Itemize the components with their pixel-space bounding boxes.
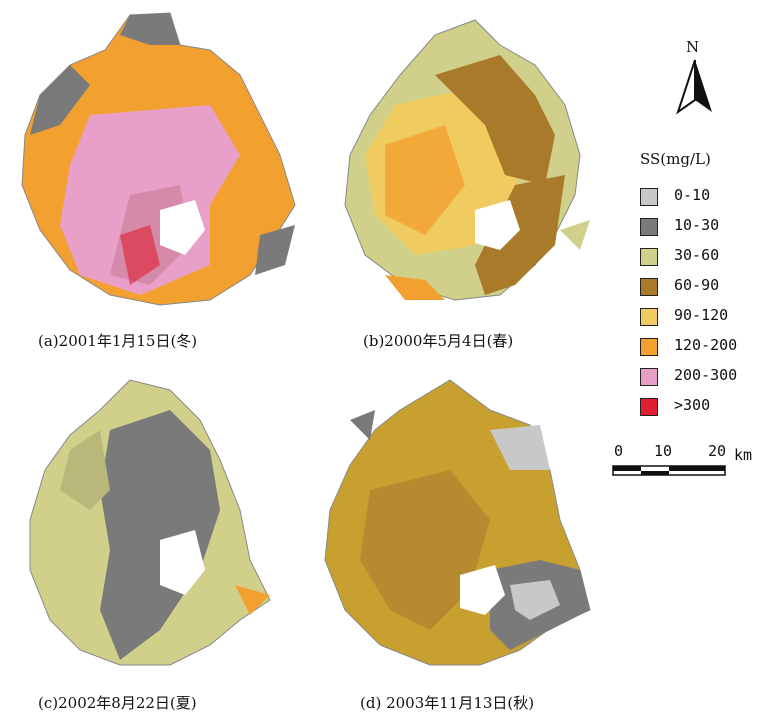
scale-bar: 0 10 20 km bbox=[612, 442, 762, 482]
panel-caption: (a)2001年1月15日(冬) bbox=[38, 332, 198, 350]
legend-item: 60-90 bbox=[640, 276, 770, 298]
lake-map-d bbox=[324, 379, 591, 666]
legend-item: 10-30 bbox=[640, 216, 770, 238]
scale-tick-20: 20 bbox=[708, 442, 727, 460]
panel-caption: (d) 2003年11月13日(秋) bbox=[360, 694, 535, 712]
legend-swatch bbox=[640, 218, 658, 236]
legend-swatch bbox=[640, 338, 658, 356]
legend-swatch bbox=[640, 398, 658, 416]
legend-label: 200-300 bbox=[674, 366, 738, 384]
legend-label: >300 bbox=[674, 396, 711, 414]
north-label: N bbox=[686, 38, 700, 56]
legend-item: 30-60 bbox=[640, 246, 770, 268]
legend-label: 30-60 bbox=[674, 246, 720, 264]
legend-item: 0-10 bbox=[640, 186, 770, 208]
legend-label: 60-90 bbox=[674, 276, 720, 294]
map-panel-c: (c)2002年8月22日(夏) bbox=[10, 370, 310, 712]
legend-item: 90-120 bbox=[640, 306, 770, 328]
map-panel-a: (a)2001年1月15日(冬) bbox=[10, 5, 310, 350]
legend-item: >300 bbox=[640, 396, 770, 418]
legend-swatch bbox=[640, 308, 658, 326]
legend-label: 90-120 bbox=[674, 306, 729, 324]
lake-map-c bbox=[29, 379, 271, 666]
legend-label: 10-30 bbox=[674, 216, 720, 234]
panel-caption: (b)2000年5月4日(春) bbox=[363, 332, 514, 350]
map-panel-d: (d) 2003年11月13日(秋) bbox=[310, 370, 610, 712]
legend-swatch bbox=[640, 368, 658, 386]
panel-caption: (c)2002年8月22日(夏) bbox=[38, 694, 197, 712]
scale-tick-10: 10 bbox=[654, 442, 673, 460]
north-arrow-icon bbox=[676, 59, 712, 115]
lake-map-a bbox=[21, 12, 296, 306]
legend-swatch bbox=[640, 188, 658, 206]
legend-item: 200-300 bbox=[640, 366, 770, 388]
legend-swatch bbox=[640, 278, 658, 296]
legend-label: 0-10 bbox=[674, 186, 711, 204]
legend-title: SS(mg/L) bbox=[640, 150, 711, 168]
scale-unit: km bbox=[734, 446, 753, 464]
scale-tick-0: 0 bbox=[614, 442, 624, 460]
legend-item: 120-200 bbox=[640, 336, 770, 358]
legend-swatch bbox=[640, 248, 658, 266]
scale-bar-graphic bbox=[612, 465, 726, 476]
map-panel-b: (b)2000年5月4日(春) bbox=[325, 5, 625, 350]
lake-map-b bbox=[344, 19, 590, 301]
legend-label: 120-200 bbox=[674, 336, 738, 354]
